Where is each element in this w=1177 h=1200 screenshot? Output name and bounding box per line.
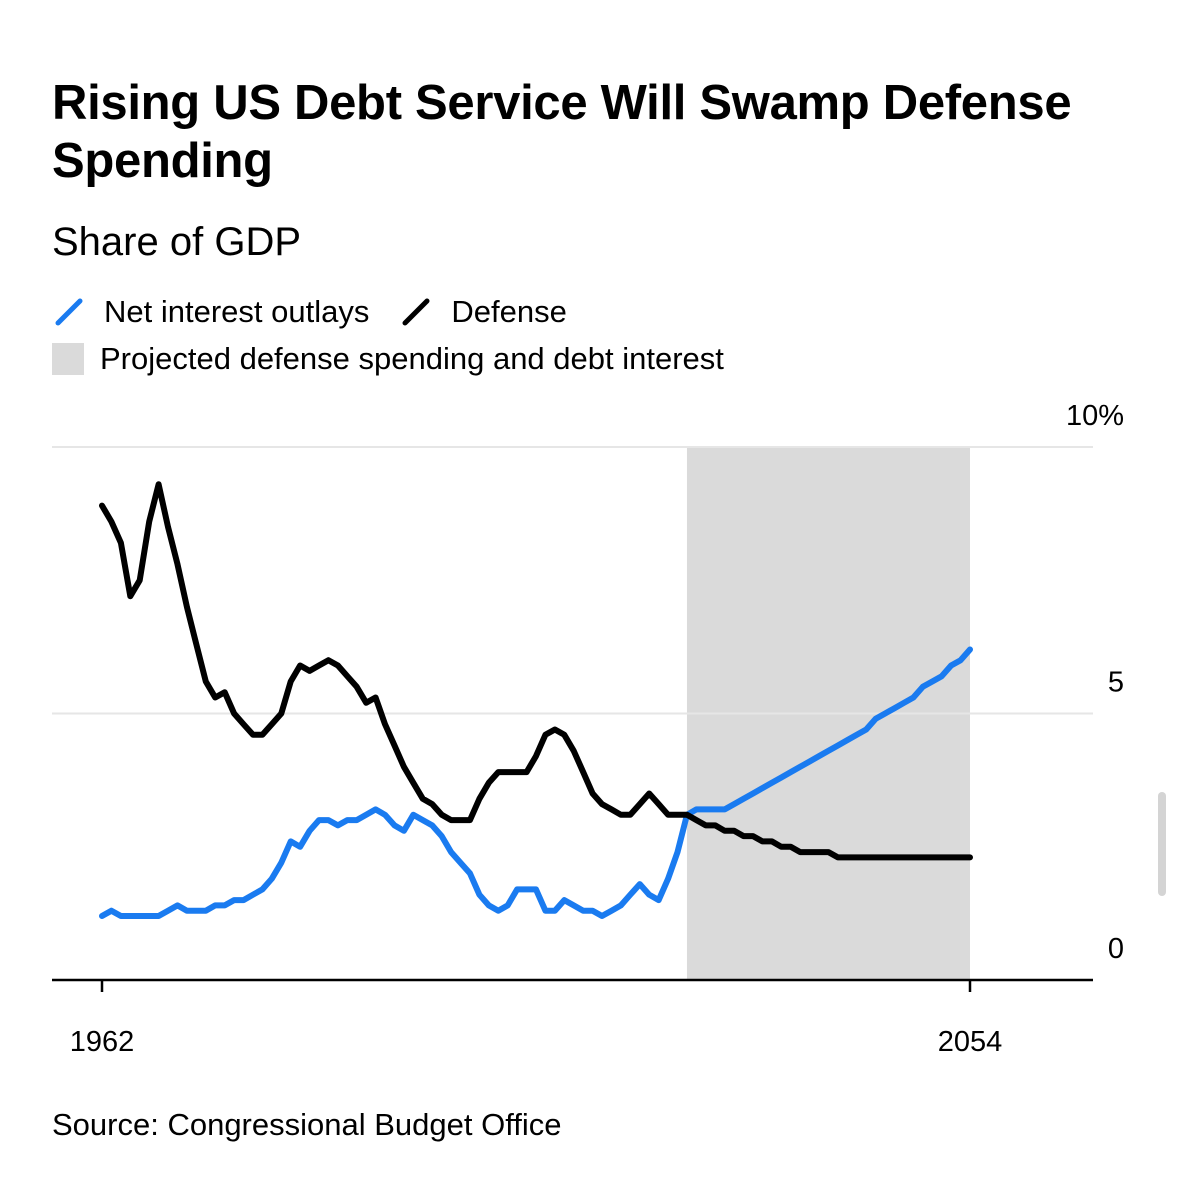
source-note: Source: Congressional Budget Office	[52, 1107, 562, 1142]
legend-label-defense: Defense	[451, 294, 567, 329]
legend-swatch-projected	[52, 343, 84, 375]
x-tick-label-1962: 1962	[70, 1026, 135, 1058]
y-tick-label-5: 5	[1108, 667, 1124, 699]
legend-label-projected: Projected defense spending and debt inte…	[100, 341, 724, 376]
legend-item-net-interest: Net interest outlays	[52, 294, 369, 330]
legend-item-defense: Defense	[399, 294, 567, 330]
legend-item-projected: Projected defense spending and debt inte…	[52, 341, 724, 377]
x-tick-label-2054: 2054	[938, 1026, 1003, 1058]
legend-swatch-defense	[402, 298, 430, 326]
series-line-net-interest	[99, 646, 973, 919]
legend-swatch-net-interest	[55, 298, 83, 326]
legend-shade: Projected defense spending and debt inte…	[52, 341, 754, 377]
chart-subtitle: Share of GDP	[52, 220, 302, 264]
series-line-defense	[99, 481, 973, 861]
legend: Net interest outlays Defense	[52, 294, 597, 330]
chart-title: Rising US Debt Service Will Swamp Defens…	[52, 76, 1072, 188]
y-tick-label-10: 10%	[1066, 400, 1124, 432]
legend-label-net-interest: Net interest outlays	[104, 294, 370, 329]
y-tick-label-0: 0	[1108, 933, 1124, 965]
line-chart: 0 5 10% 1962 2054	[52, 400, 1124, 1058]
scrollbar-thumb[interactable]	[1158, 792, 1166, 896]
